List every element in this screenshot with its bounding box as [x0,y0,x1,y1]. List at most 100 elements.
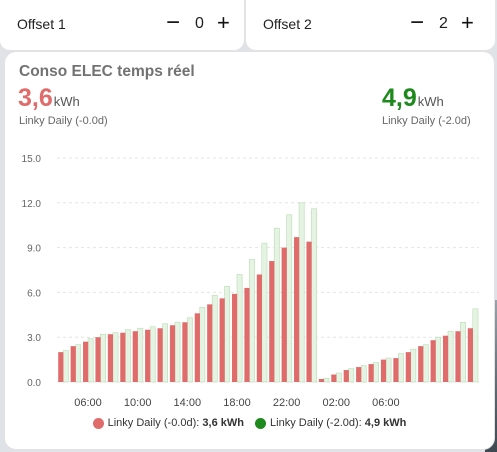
bar-secondary [360,365,367,383]
bar-primary [430,340,436,382]
bar-primary [83,341,89,382]
offset-2-increment-button[interactable]: + [461,10,474,35]
bar-secondary [472,308,479,383]
bar-secondary [124,329,131,383]
bar-primary [380,359,387,382]
bar-secondary [373,362,379,383]
offset-2-value: 2 [439,15,448,32]
bar-primary [368,364,374,382]
bar-primary [194,313,200,382]
bar-secondary [187,317,193,383]
bar-secondary [273,227,280,383]
bar-primary [393,358,399,382]
bar-primary [281,247,287,382]
offset-1-label: Offset 1 [17,16,66,32]
primary-value: 3,6 [18,84,53,112]
bar-secondary [385,357,392,383]
energy-chart-card: Conso ELEC temps réel 3,6 kWh Linky Dail… [4,51,495,450]
legend-item-secondary[interactable]: Linky Daily (-2.0d): 4,9 kWh [255,417,406,429]
bar-primary [269,261,275,382]
legend-dot-icon [255,417,267,429]
y-tick-label: 12.0 [22,199,42,210]
bar-primary [231,293,238,382]
bar-secondary [249,259,255,383]
primary-series-label: Linky Daily (-0.0d) [19,115,108,127]
bar-primary [58,352,64,382]
x-tick-label: 18:00 [223,397,251,409]
bar-secondary [112,332,119,383]
bar-primary [467,328,473,382]
bar-secondary [447,330,454,383]
bar-primary [70,346,76,382]
bar-primary [244,287,250,382]
offset-2-label: Offset 2 [263,16,312,32]
y-tick-label: 9.0 [27,244,41,255]
bar-secondary [348,368,355,383]
x-tick-label: 22:00 [273,397,301,409]
bar-secondary [224,286,231,383]
bar-secondary [286,214,293,383]
bar-secondary [149,326,156,383]
secondary-unit: kWh [417,94,444,109]
legend-value: 4,9 kWh [364,417,407,429]
secondary-value-block: 4,9 kWh [382,84,444,113]
bar-primary [418,346,424,382]
bar-primary [95,337,101,382]
legend-item-primary[interactable]: Linky Daily (-0.0d): 3,6 kWh [92,417,244,429]
x-tick-label: 06:00 [372,397,400,409]
bar-primary [343,370,349,382]
bar-secondary [162,323,168,383]
legend-label: Linky Daily (-2.0d): [270,417,362,429]
bar-secondary [422,344,429,383]
secondary-series-label: Linky Daily (-2.0d) [382,115,471,127]
bar-secondary [323,377,330,383]
bar-primary [294,237,300,382]
bar-primary [169,325,176,382]
bar-secondary [137,327,144,383]
bar-primary [207,304,213,382]
x-tick-label: 14:00 [174,397,202,409]
x-tick-label: 10:00 [124,397,152,409]
bar-secondary [199,307,206,383]
offset-1-card: Offset 1 − 0 + [0,0,244,50]
chart-legend: Linky Daily (-0.0d): 3,6 kWh Linky Daily… [5,417,494,432]
bar-secondary [100,333,106,383]
consumption-bar-chart: 15.0 12.0 9.0 6.0 3.0 0.0 06:00 10:00 14:00 18:00… [22,154,479,409]
bar-primary [219,298,225,382]
x-tick-label: 06:00 [74,397,102,409]
bar-primary [182,322,188,382]
primary-unit: kWh [53,94,80,109]
offset-1-decrement-button[interactable]: − [166,9,181,36]
secondary-value: 4,9 [382,84,417,112]
bar-secondary [236,274,243,383]
bar-primary [442,335,449,382]
bar-primary [157,328,163,382]
y-tick-label: 6.0 [27,288,41,299]
bar-primary [318,379,325,382]
offset-2-decrement-button[interactable]: − [410,9,425,36]
y-tick-label: 3.0 [27,333,41,344]
bar-secondary [174,321,181,383]
bar-primary [405,352,411,382]
bar-primary [107,334,114,382]
offset-1-increment-button[interactable]: + [217,10,230,35]
legend-value: 3,6 kWh [202,417,244,429]
bar-primary [120,332,126,382]
bar-secondary [75,344,82,383]
y-tick-label: 15.0 [22,154,42,165]
bar-primary [356,367,362,382]
bar-secondary [261,242,268,383]
bar-secondary [87,338,94,383]
y-tick-label: 0.0 [27,378,41,389]
bar-secondary [298,202,305,383]
bar-secondary [311,208,317,383]
legend-label: Linky Daily (-0.0d): [107,417,200,429]
legend-dot-icon [92,417,104,429]
bar-primary [455,331,461,382]
bar-secondary [335,372,342,383]
bar-secondary [398,353,404,383]
bar-primary [331,374,337,382]
bar-secondary [211,295,218,383]
bar-secondary [62,350,69,383]
offset-1-value: 0 [195,15,204,32]
